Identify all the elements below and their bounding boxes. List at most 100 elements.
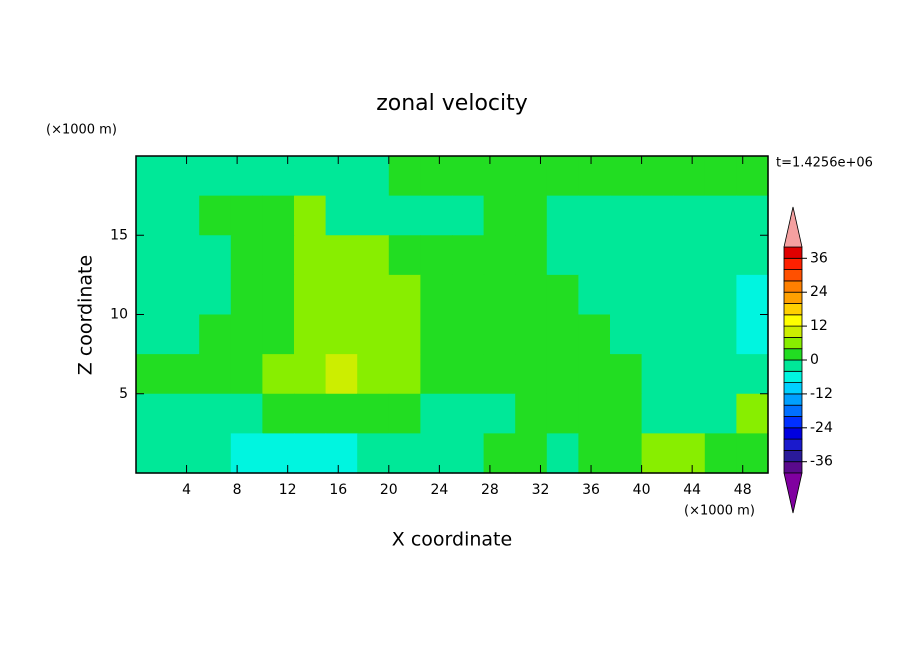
contour-cell bbox=[704, 274, 737, 316]
contour-cell bbox=[641, 274, 674, 316]
contour-cell bbox=[610, 235, 643, 276]
contour-cell bbox=[515, 235, 548, 276]
colorbar-box bbox=[783, 404, 803, 417]
contour-cell bbox=[641, 156, 674, 197]
contour-cell bbox=[325, 274, 358, 316]
contour-cell bbox=[357, 354, 390, 395]
x-tick-label: 40 bbox=[633, 482, 651, 498]
x-tick-label: 44 bbox=[683, 482, 701, 498]
y-tick-label: 5 bbox=[119, 386, 128, 402]
contour-cell bbox=[452, 354, 485, 395]
contour-cell bbox=[262, 314, 295, 355]
colorbar-extend-low bbox=[783, 472, 803, 514]
contour-cell bbox=[515, 393, 548, 434]
contour-cell bbox=[325, 235, 358, 276]
contour-cell bbox=[704, 433, 737, 474]
colorbar-box bbox=[783, 382, 803, 395]
contour-cell bbox=[420, 274, 453, 316]
contour-cell bbox=[452, 274, 485, 316]
contour-cell bbox=[388, 433, 421, 474]
contour-cell bbox=[673, 156, 706, 197]
contour-cell bbox=[199, 393, 232, 434]
contour-cell bbox=[357, 393, 390, 434]
colorbar-box bbox=[783, 325, 803, 338]
colorbar-tick-label: -36 bbox=[810, 454, 833, 470]
contour-cell bbox=[388, 156, 421, 197]
contour-cell bbox=[167, 274, 200, 316]
contour-cell bbox=[294, 354, 327, 395]
contour-cell bbox=[294, 274, 327, 316]
contour-cell bbox=[230, 433, 263, 474]
x-unit: (×1000 m) bbox=[684, 504, 755, 519]
contour-cell bbox=[546, 393, 579, 434]
contour-cell bbox=[641, 354, 674, 395]
contour-cell bbox=[230, 156, 263, 197]
contour-cell bbox=[546, 195, 579, 236]
contour-cell bbox=[673, 235, 706, 276]
contour-cell bbox=[578, 433, 611, 474]
contour-cell bbox=[420, 235, 453, 276]
colorbar-box bbox=[783, 280, 803, 293]
contour-cell bbox=[578, 235, 611, 276]
contour-cell bbox=[452, 393, 485, 434]
x-tick-label: 24 bbox=[430, 482, 448, 498]
contour-cell bbox=[167, 314, 200, 355]
y-axis-label: Z coordinate bbox=[75, 255, 97, 375]
contour-cell bbox=[546, 235, 579, 276]
contour-cell bbox=[704, 354, 737, 395]
contour-cell bbox=[262, 354, 295, 395]
contour-cell bbox=[673, 274, 706, 316]
contour-cell bbox=[420, 156, 453, 197]
contour-cell bbox=[483, 156, 516, 197]
contour-cell bbox=[610, 314, 643, 355]
x-tick-label: 48 bbox=[734, 482, 752, 498]
colorbar-extend-high bbox=[783, 206, 803, 248]
contour-cell bbox=[357, 235, 390, 276]
contour-cell bbox=[420, 195, 453, 236]
contour-cell bbox=[452, 314, 485, 355]
x-axis-label: X coordinate bbox=[392, 529, 512, 551]
colorbar-box bbox=[783, 336, 803, 350]
contour-cell bbox=[262, 393, 295, 434]
contour-cell bbox=[167, 156, 200, 197]
contour-cell bbox=[452, 156, 485, 197]
contour-cell bbox=[736, 156, 769, 197]
contour-cell bbox=[136, 274, 169, 316]
contour-cell bbox=[136, 235, 169, 276]
x-tick-label: 4 bbox=[182, 482, 191, 498]
colorbar-box bbox=[783, 438, 803, 451]
contour-cell bbox=[230, 235, 263, 276]
contour-cell bbox=[610, 274, 643, 316]
contour-cell bbox=[483, 314, 516, 355]
colorbar-box bbox=[783, 393, 803, 406]
contour-cell bbox=[262, 235, 295, 276]
colorbar-box bbox=[783, 427, 803, 440]
contour-cell bbox=[136, 354, 169, 395]
contour-cell bbox=[704, 156, 737, 197]
contour-cell bbox=[230, 354, 263, 395]
contour-cell bbox=[515, 274, 548, 316]
colorbar-box bbox=[783, 257, 803, 270]
contour-cell bbox=[199, 156, 232, 197]
contour-cell bbox=[704, 393, 737, 434]
contour-cell bbox=[736, 274, 769, 316]
contour-cell bbox=[704, 195, 737, 236]
contour-cell bbox=[325, 156, 358, 197]
contour-cell bbox=[578, 156, 611, 197]
contour-cell bbox=[199, 433, 232, 474]
contour-cell bbox=[199, 235, 232, 276]
contour-cell bbox=[515, 314, 548, 355]
contour-cell bbox=[262, 156, 295, 197]
y-tick-label: 10 bbox=[110, 307, 128, 323]
colorbar-tick-label: -12 bbox=[810, 386, 833, 402]
colorbar-tick-label: 24 bbox=[810, 284, 828, 300]
contour-cell bbox=[452, 433, 485, 474]
colorbar-box bbox=[783, 314, 803, 327]
contour-cell bbox=[610, 354, 643, 395]
contour-cell bbox=[736, 354, 769, 395]
contour-cell bbox=[136, 156, 169, 197]
contour-cell bbox=[578, 393, 611, 434]
contour-cell bbox=[483, 393, 516, 434]
contour-cell bbox=[388, 195, 421, 236]
contour-cell bbox=[420, 433, 453, 474]
